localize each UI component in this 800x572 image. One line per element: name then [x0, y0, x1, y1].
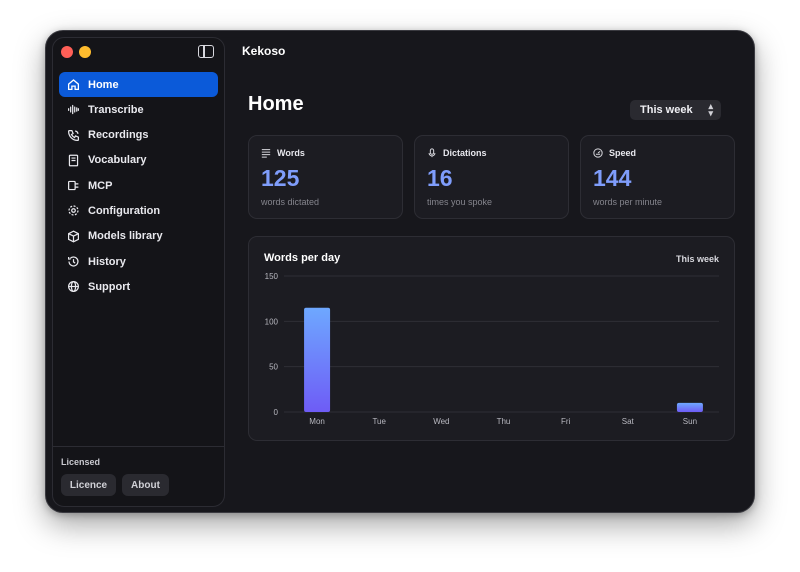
home-icon — [67, 78, 80, 91]
sidebar-toggle-icon[interactable] — [198, 45, 214, 58]
sidebar-item-label: Home — [88, 78, 119, 91]
sidebar: Home Transcribe Recordings Vocabulary MC… — [52, 37, 225, 507]
app-title: Kekoso — [242, 44, 286, 58]
speedometer-icon — [593, 148, 603, 158]
sidebar-item-label: MCP — [88, 179, 113, 192]
x-tick-label: Fri — [561, 417, 571, 426]
card-label: Words — [277, 148, 305, 158]
sidebar-item-models-library[interactable]: Models library — [59, 224, 218, 249]
sidebar-item-transcribe[interactable]: Transcribe — [59, 97, 218, 122]
sidebar-nav: Home Transcribe Recordings Vocabulary MC… — [59, 72, 218, 300]
sidebar-item-label: Models library — [88, 230, 163, 243]
x-tick-label: Thu — [497, 417, 511, 426]
card-label: Dictations — [443, 148, 487, 158]
time-range-select[interactable]: This week ▴ ▾ — [630, 100, 721, 120]
y-tick-label: 50 — [269, 363, 278, 372]
history-icon — [67, 255, 80, 268]
sidebar-item-configuration[interactable]: Configuration — [59, 198, 218, 223]
card-header: Words — [261, 148, 305, 158]
time-range-value: This week — [640, 104, 693, 116]
card-subtitle: words per minute — [593, 197, 663, 207]
card-label: Speed — [609, 148, 637, 158]
globe-icon — [67, 280, 80, 293]
words-per-day-chart-card: Words per day This week 150 100 50 0 Mon Tue W… — [248, 236, 735, 441]
sidebar-item-label: Transcribe — [88, 103, 144, 116]
sidebar-item-home[interactable]: Home — [59, 72, 218, 97]
x-tick-label: Sat — [622, 417, 635, 426]
minimize-window-button[interactable] — [79, 46, 91, 58]
app-window: Home Transcribe Recordings Vocabulary MC… — [45, 30, 755, 513]
stat-card-dictations: Dictations 16 times you spoke — [414, 135, 569, 219]
chevron-up-down-icon: ▴ ▾ — [708, 101, 713, 118]
sidebar-item-recordings[interactable]: Recordings — [59, 123, 218, 148]
chart-title: Words per day — [264, 252, 341, 264]
phone-icon — [67, 129, 80, 142]
licence-button[interactable]: Licence — [61, 474, 116, 496]
x-tick-label: Wed — [433, 417, 449, 426]
sidebar-item-history[interactable]: History — [59, 249, 218, 274]
card-value: 16 — [427, 165, 453, 191]
card-value: 125 — [261, 165, 300, 191]
y-tick-label: 0 — [274, 408, 279, 417]
y-tick-label: 100 — [265, 317, 279, 326]
x-tick-label: Mon — [309, 417, 325, 426]
book-icon — [67, 154, 80, 167]
sidebar-item-support[interactable]: Support — [59, 274, 218, 299]
about-button[interactable]: About — [122, 474, 169, 496]
bar-chart: 150 100 50 0 Mon Tue Wed Thu Fri Sat Sun — [265, 272, 719, 426]
bar-mon[interactable] — [304, 307, 331, 412]
close-window-button[interactable] — [61, 46, 73, 58]
sidebar-item-label: Vocabulary — [88, 154, 147, 167]
card-subtitle: times you spoke — [427, 197, 493, 207]
y-tick-label: 150 — [265, 272, 279, 281]
card-subtitle: words dictated — [261, 197, 320, 207]
sidebar-item-vocabulary[interactable]: Vocabulary — [59, 148, 218, 173]
card-value: 144 — [593, 165, 632, 191]
stat-card-words: Words 125 words dictated — [248, 135, 403, 219]
stat-card-speed: Speed 144 words per minute — [580, 135, 735, 219]
x-tick-label: Tue — [372, 417, 386, 426]
sidebar-item-label: Support — [88, 280, 131, 293]
bar-sun[interactable] — [676, 402, 703, 412]
sidebar-item-label: Configuration — [88, 204, 161, 217]
x-tick-label: Sun — [683, 417, 697, 426]
sidebar-footer: Licensed Licence About — [53, 446, 224, 506]
card-header: Speed — [593, 148, 636, 158]
plug-icon — [67, 179, 80, 192]
card-header: Dictations — [427, 148, 487, 158]
microphone-icon — [428, 148, 436, 158]
cube-icon — [67, 230, 80, 243]
lines-icon — [261, 149, 271, 158]
license-status: Licensed — [61, 457, 101, 467]
gear-icon — [67, 204, 80, 217]
sidebar-item-label: History — [88, 255, 126, 268]
waveform-icon — [67, 103, 80, 116]
sidebar-item-label: Recordings — [88, 129, 149, 142]
page-title: Home — [248, 93, 304, 115]
chart-range-label: This week — [675, 254, 719, 264]
sidebar-item-mcp[interactable]: MCP — [59, 173, 218, 198]
